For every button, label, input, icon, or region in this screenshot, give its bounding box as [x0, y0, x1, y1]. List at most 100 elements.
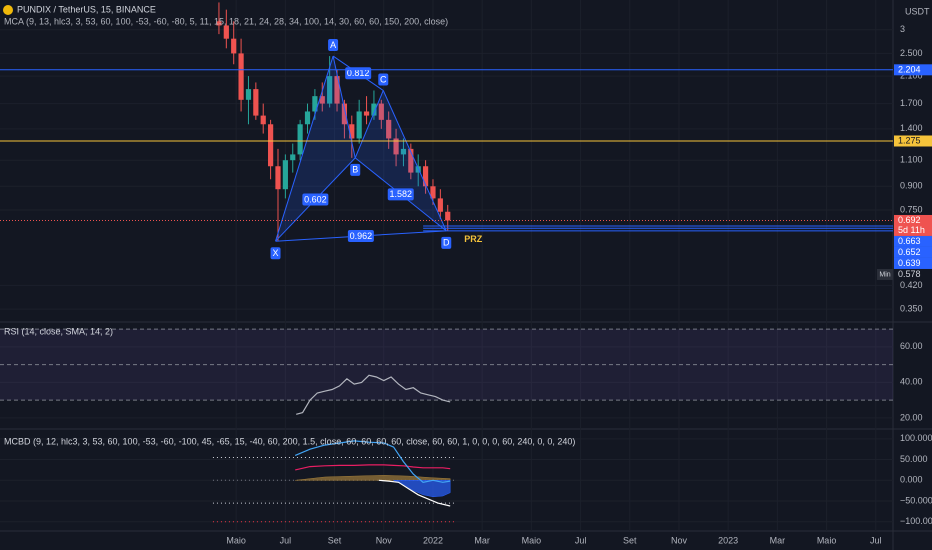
candle-body — [223, 25, 229, 39]
x-tick-label: Maio — [226, 535, 246, 545]
candle-body — [260, 115, 266, 125]
prz-label: PRZ — [464, 234, 483, 244]
pattern-point-label: A — [330, 40, 336, 50]
price-axis-value: 0.639 — [898, 258, 921, 268]
symbol-icon[interactable] — [3, 5, 13, 15]
y-tick-label: −100.000 — [900, 516, 932, 526]
y-tick-label: 50.000 — [900, 454, 928, 464]
price-axis-value: 1.275 — [898, 136, 921, 146]
price-axis-value: 0.578 — [898, 269, 921, 279]
price-axis-label — [894, 64, 932, 76]
candle-body — [304, 111, 311, 125]
price-axis-label — [894, 214, 932, 236]
x-tick-label: 2023 — [718, 535, 738, 545]
candle-body — [275, 166, 281, 190]
pattern-line — [382, 90, 447, 232]
area — [294, 475, 451, 481]
x-tick-label: Set — [328, 535, 342, 545]
pane-title: RSI (14, close, SMA, 14, 2) — [4, 326, 113, 336]
price-axis-value: 0.652 — [898, 247, 921, 257]
candle-body — [408, 148, 414, 173]
y-tick-label: 0.750 — [900, 204, 923, 214]
price-axis-label — [894, 257, 932, 269]
price-axis-label — [894, 135, 932, 147]
pane-title: MCBD (9, 12, hlc3, 3, 53, 60, 100, -53, … — [4, 436, 575, 446]
pattern-point-label: D — [443, 238, 450, 248]
y-tick-label: −50.000 — [900, 495, 932, 505]
pattern-line — [354, 90, 384, 159]
y-tick-label: 1.100 — [900, 155, 923, 165]
x-tick-label: Nov — [376, 535, 393, 545]
candle-body — [216, 21, 222, 26]
pattern-point — [328, 39, 339, 52]
ratio-box — [347, 230, 374, 243]
x-tick-label: Maio — [817, 535, 837, 545]
candle-body — [371, 103, 377, 116]
candle-body — [430, 186, 436, 199]
candle-body — [393, 138, 399, 155]
pane-subtitle: MCA (9, 13, hlc3, 3, 53, 60, 100, -53, -… — [4, 16, 448, 26]
ratio-box — [302, 193, 329, 206]
candle-body — [445, 211, 451, 221]
ratio-label: 0.962 — [350, 231, 373, 241]
candle-body — [312, 96, 318, 112]
x-tick-label: Maio — [522, 535, 542, 545]
y-tick-label: 2.100 — [900, 70, 923, 80]
pattern-point-label: X — [273, 248, 279, 258]
candle-body — [327, 76, 333, 104]
x-tick-label: Set — [623, 535, 637, 545]
candle-body — [245, 89, 252, 100]
price-axis-value: 2.204 — [898, 64, 921, 74]
pattern-point-label: C — [380, 74, 387, 84]
x-tick-label: Mar — [770, 535, 786, 545]
ratio-box — [387, 188, 414, 201]
y-tick-label: 2.500 — [900, 48, 923, 58]
y-tick-label: 0.350 — [900, 303, 923, 313]
y-tick-label: 0.420 — [900, 280, 923, 290]
x-tick-label: Jul — [870, 535, 882, 545]
ratio-label: 0.602 — [304, 194, 327, 204]
x-tick-label: Nov — [671, 535, 688, 545]
candle-body — [290, 154, 296, 161]
min-tag-label: Min — [879, 272, 890, 279]
pattern-line — [275, 55, 334, 242]
line — [378, 479, 451, 507]
candle-body — [386, 119, 392, 139]
price-axis-value: 0.692 — [898, 215, 921, 225]
candle-body — [378, 103, 384, 120]
y-tick-label: 20.00 — [900, 412, 923, 422]
x-tick-label: Mar — [474, 535, 490, 545]
pattern-point — [378, 73, 389, 86]
pattern-point — [270, 247, 281, 260]
y-tick-label: 1.400 — [900, 123, 923, 133]
price-axis-label — [894, 246, 932, 258]
candle-body — [231, 38, 237, 54]
pattern-point — [441, 236, 452, 249]
candle-body — [334, 76, 340, 104]
candle-body — [319, 96, 325, 104]
y-tick-label: 40.00 — [900, 377, 923, 387]
min-tag — [877, 268, 893, 280]
candle-body — [422, 166, 429, 187]
pattern-point — [350, 163, 361, 176]
candle-body — [253, 89, 259, 116]
x-tick-label: 2022 — [423, 535, 443, 545]
currency-label: USDT — [905, 6, 930, 16]
candle-body — [268, 124, 274, 167]
y-tick-label: 1.700 — [900, 98, 923, 108]
candle-body — [341, 103, 348, 125]
x-tick-label: Jul — [575, 535, 587, 545]
y-tick-label: 60.00 — [900, 341, 923, 351]
y-tick-label: 3 — [900, 24, 905, 34]
price-axis-label — [894, 235, 932, 247]
candle-body — [400, 148, 407, 155]
candle-body — [437, 198, 443, 212]
candle-body — [297, 124, 303, 155]
y-tick-label: 100.000 — [900, 433, 932, 443]
pattern-area — [355, 90, 447, 231]
candle-body — [363, 111, 370, 116]
y-tick-label: 0.900 — [900, 181, 923, 191]
